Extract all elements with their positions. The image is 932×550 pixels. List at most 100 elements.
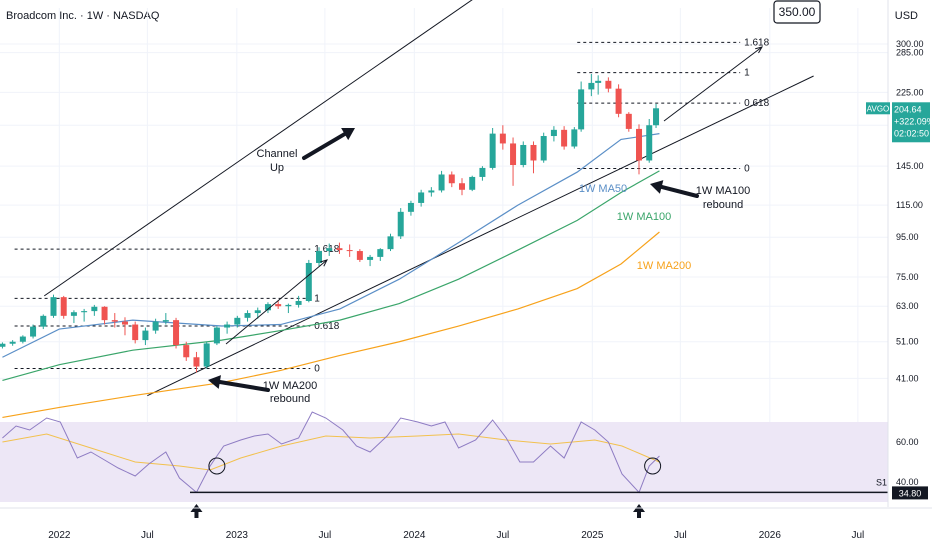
candle-body bbox=[264, 304, 271, 311]
channel-label: Up bbox=[270, 162, 284, 174]
ma200-rebound-label: rebound bbox=[270, 393, 310, 405]
fib-label-first: 0.618 bbox=[314, 321, 339, 332]
candle-body bbox=[418, 192, 425, 203]
candle-body bbox=[356, 251, 363, 260]
candle-body bbox=[407, 202, 414, 212]
candle-body bbox=[193, 357, 200, 367]
candle-body bbox=[70, 312, 77, 316]
candle-body bbox=[387, 236, 394, 250]
candle-body bbox=[540, 136, 547, 161]
price-tick: 51.00 bbox=[896, 337, 919, 347]
fib-label-second: 1 bbox=[744, 68, 750, 79]
rsi-support-name: S1 bbox=[876, 477, 887, 487]
candle-body bbox=[428, 190, 435, 193]
time-tick: 2024 bbox=[403, 530, 426, 541]
candle-body bbox=[275, 304, 282, 307]
candle-body bbox=[448, 174, 455, 184]
candle-body bbox=[316, 251, 323, 263]
impulse-arrow-icon-head bbox=[320, 259, 328, 267]
time-tick: Jul bbox=[318, 530, 331, 541]
fib-label-second: 0 bbox=[744, 164, 750, 175]
grid bbox=[0, 8, 888, 502]
ma100-rebound-arrow-icon-head bbox=[650, 180, 664, 194]
rsi-tick: 40.00 bbox=[896, 477, 919, 487]
candle-body bbox=[285, 304, 292, 307]
candle-body bbox=[510, 143, 517, 166]
candle-body bbox=[254, 310, 261, 314]
candle-body bbox=[121, 321, 128, 325]
price-tick: 300.00 bbox=[896, 39, 924, 49]
price-tick: 285.00 bbox=[896, 48, 924, 58]
candle-body bbox=[578, 89, 585, 130]
ma100-rebound-arrow-icon bbox=[659, 184, 699, 198]
time-tick: Jul bbox=[141, 530, 154, 541]
candle-body bbox=[377, 249, 384, 257]
candle-body bbox=[646, 125, 653, 161]
rsi-support-value: 34.80 bbox=[899, 488, 922, 498]
chart-title: Broadcom Inc. · 1W · NASDAQ bbox=[6, 10, 160, 22]
moving-averages bbox=[2, 133, 660, 419]
candle-body bbox=[224, 324, 231, 328]
fib-label-first: 1 bbox=[314, 293, 320, 304]
candle-body bbox=[101, 306, 108, 321]
candles bbox=[0, 73, 660, 373]
currency-label: USD bbox=[894, 10, 918, 22]
candle-body bbox=[595, 80, 602, 83]
candle-body bbox=[213, 327, 220, 344]
ma50-label: 1W MA50 bbox=[579, 183, 627, 195]
time-tick: Jul bbox=[496, 530, 509, 541]
symbol-badge bbox=[866, 102, 890, 115]
candle-body bbox=[499, 133, 506, 144]
price-badge bbox=[892, 102, 930, 143]
candle-body bbox=[234, 317, 241, 325]
price-badge-line: 02:02:50 bbox=[894, 128, 929, 138]
time-tick: Jul bbox=[674, 530, 687, 541]
candle-body bbox=[489, 133, 496, 168]
candle-body bbox=[636, 128, 643, 161]
candle-body bbox=[91, 306, 98, 312]
rsi-arrow-icon bbox=[633, 504, 646, 518]
rsi-circle-1 bbox=[208, 457, 226, 475]
rsi-tick: 60.00 bbox=[896, 437, 919, 447]
channel-lines bbox=[43, 0, 814, 397]
price-tick: 115.00 bbox=[896, 200, 923, 210]
price-badge-line: 204.64 bbox=[894, 104, 922, 114]
impulse-arrow-icon bbox=[225, 259, 328, 345]
candle-body bbox=[346, 250, 353, 252]
target-arrow-icon bbox=[663, 46, 763, 122]
candle-body bbox=[81, 311, 88, 313]
time-tick: Jul bbox=[851, 530, 864, 541]
price-tick: 63.00 bbox=[896, 301, 919, 311]
candle-body bbox=[132, 324, 139, 341]
channel-arrow-icon-head bbox=[341, 128, 355, 141]
rsi-panel bbox=[2, 411, 888, 518]
ma-line-3 bbox=[2, 231, 660, 419]
candle-body bbox=[588, 82, 595, 90]
rsi-circle-2 bbox=[644, 457, 662, 475]
candle-body bbox=[40, 315, 47, 327]
candle-body bbox=[162, 320, 169, 322]
ma100-rebound-label: 1W MA100 bbox=[696, 185, 750, 197]
price-tick: 225.00 bbox=[896, 87, 924, 97]
candle-body bbox=[605, 80, 612, 89]
candle-body bbox=[561, 129, 568, 147]
price-badge-line: +322.09% bbox=[894, 116, 932, 126]
candle-body bbox=[142, 330, 149, 341]
candle-body bbox=[458, 183, 465, 190]
candle-body bbox=[479, 167, 486, 177]
ma200-rebound-arrow-icon-head bbox=[208, 375, 221, 389]
candle-body bbox=[305, 262, 312, 301]
target-box bbox=[773, 0, 821, 24]
candle-body bbox=[19, 336, 26, 342]
candle-body bbox=[438, 174, 445, 191]
channel-top bbox=[43, 0, 473, 297]
fib-label-second: 1.618 bbox=[744, 37, 769, 48]
time-tick: 2025 bbox=[581, 530, 604, 541]
candle-body bbox=[326, 248, 333, 252]
candle-body bbox=[530, 144, 537, 161]
ma100-rebound-label: rebound bbox=[703, 199, 743, 211]
rsi-band bbox=[0, 422, 888, 502]
candle-body bbox=[183, 345, 190, 358]
